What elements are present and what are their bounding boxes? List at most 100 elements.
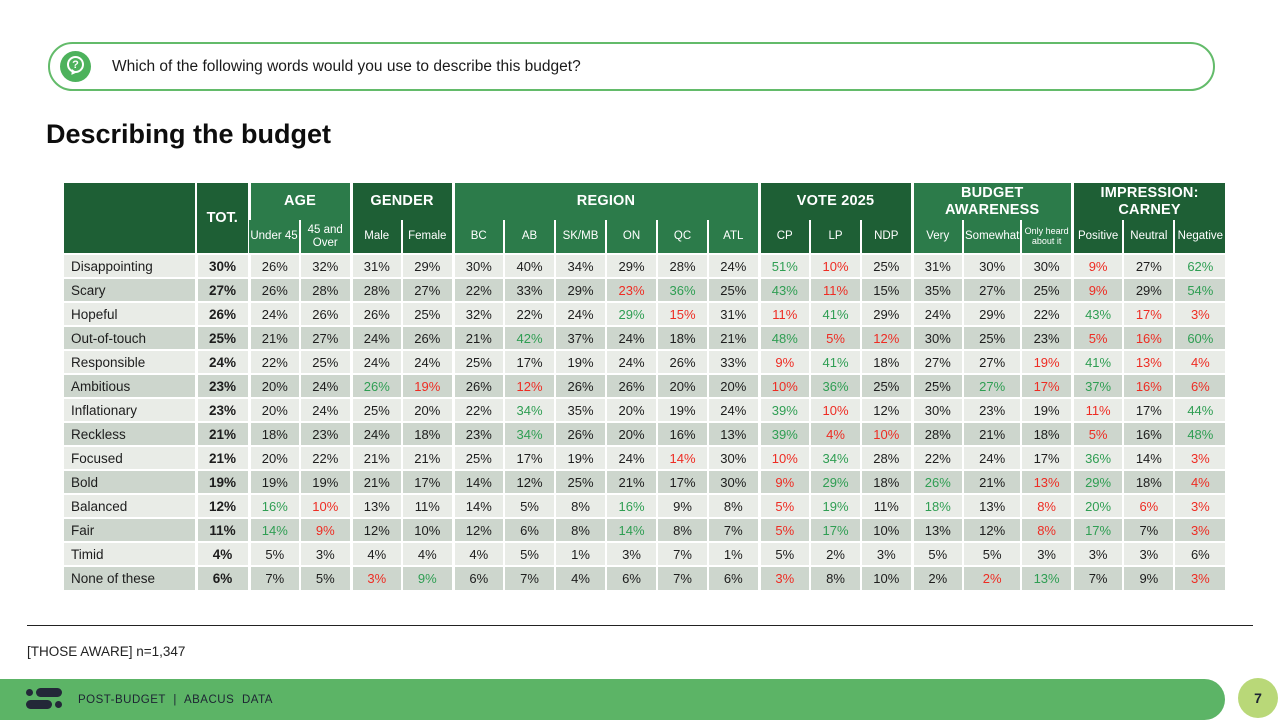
value-cell: 39% — [757, 397, 810, 422]
value-cell: 29% — [554, 277, 606, 302]
question-box: ? Which of the following words would you… — [48, 42, 1215, 91]
value-cell: 10% — [809, 397, 861, 422]
value-cell: 25% — [299, 349, 351, 374]
col-header-total: TOT. — [195, 183, 249, 254]
value-cell: 12% — [451, 517, 504, 542]
table-row: Out-of-touch 25% 21% 27% 24% 26% 21% 42% 37% 24% 1… — [64, 325, 1226, 350]
value-cell: 25% — [860, 373, 912, 398]
column-header: ATL — [707, 220, 759, 254]
value-cell: 25% — [349, 397, 402, 422]
column-header: Negative — [1173, 220, 1226, 254]
value-cell: 5% — [1070, 421, 1124, 446]
value-cell: 14% — [451, 493, 504, 518]
value-cell: 30% — [707, 445, 759, 470]
value-cell: 6% — [451, 565, 504, 590]
row-label: Hopeful — [64, 301, 198, 326]
value-cell: 12% — [349, 517, 402, 542]
total-value-cell: 6% — [195, 565, 249, 590]
value-cell: 3% — [1173, 445, 1226, 470]
table-row: Bold 19% 19% 19% 21% 17% 14% 12% 25% 21% 17% 30% 9% 2… — [64, 469, 1226, 494]
value-cell: 24% — [299, 373, 351, 398]
value-cell: 7% — [247, 565, 300, 590]
value-cell: 9% — [757, 349, 810, 374]
value-cell: 6% — [1173, 373, 1226, 398]
value-cell: 21% — [349, 445, 402, 470]
total-value-cell: 12% — [195, 493, 249, 518]
value-cell: 41% — [809, 301, 861, 326]
value-cell: 10% — [757, 373, 810, 398]
value-cell: 20% — [605, 421, 657, 446]
value-cell: 14% — [605, 517, 657, 542]
row-label: Balanced — [64, 493, 198, 518]
value-cell: 18% — [910, 493, 963, 518]
column-header: Only heard about it — [1020, 220, 1073, 254]
value-cell: 11% — [1070, 397, 1124, 422]
value-cell: 51% — [757, 253, 810, 278]
value-cell: 21% — [451, 325, 504, 350]
value-cell: 20% — [656, 373, 708, 398]
column-group-header: REGION — [451, 183, 759, 220]
value-cell: 34% — [809, 445, 861, 470]
column-group-header: GENDER — [349, 183, 453, 220]
column-group-header: BUDGET AWARENESS — [910, 183, 1073, 220]
column-header: Somewhat — [961, 220, 1022, 254]
value-cell: 25% — [1020, 277, 1073, 302]
table-row: Hopeful 26% 24% 26% 26% 25% 32% 22% 24% 29% 15% 31%… — [64, 301, 1226, 326]
value-cell: 17% — [656, 469, 708, 494]
row-label: Scary — [64, 277, 198, 302]
footer-brand-text: POST-BUDGET | ABACUS DATA — [78, 693, 273, 706]
value-cell: 27% — [961, 349, 1022, 374]
column-group-header: VOTE 2025 — [757, 183, 912, 220]
value-cell: 3% — [1173, 565, 1226, 590]
value-cell: 25% — [554, 469, 606, 494]
table-row: Fair 11% 14% 9% 12% 10% 12% 6% 8% 14% 8% 7% 5% 17% 10%… — [64, 517, 1226, 542]
value-cell: 10% — [299, 493, 351, 518]
abacus-logo-icon — [26, 688, 66, 711]
table-row: Ambitious 23% 20% 24% 26% 19% 26% 12% 26% 26% 20% 2… — [64, 373, 1226, 398]
value-cell: 25% — [860, 253, 912, 278]
value-cell: 7% — [1070, 565, 1124, 590]
value-cell: 17% — [1020, 373, 1073, 398]
value-cell: 31% — [349, 253, 402, 278]
total-value-cell: 21% — [195, 421, 249, 446]
value-cell: 3% — [349, 565, 402, 590]
value-cell: 40% — [503, 253, 555, 278]
question-text: Which of the following words would you u… — [112, 57, 581, 75]
column-header: Male — [349, 220, 402, 254]
value-cell: 36% — [656, 277, 708, 302]
value-cell: 3% — [1173, 517, 1226, 542]
value-cell: 10% — [401, 517, 453, 542]
value-cell: 13% — [707, 421, 759, 446]
value-cell: 30% — [707, 469, 759, 494]
value-cell: 19% — [401, 373, 453, 398]
value-cell: 29% — [605, 253, 657, 278]
value-cell: 18% — [1122, 469, 1175, 494]
value-cell: 26% — [247, 253, 300, 278]
value-cell: 15% — [656, 301, 708, 326]
total-value-cell: 30% — [195, 253, 249, 278]
question-bubble-icon: ? — [60, 51, 91, 82]
row-label: Disappointing — [64, 253, 198, 278]
value-cell: 28% — [860, 445, 912, 470]
value-cell: 26% — [910, 469, 963, 494]
value-cell: 26% — [605, 373, 657, 398]
value-cell: 29% — [1070, 469, 1124, 494]
value-cell: 16% — [656, 421, 708, 446]
column-header: 45 and Over — [299, 220, 351, 254]
value-cell: 3% — [1173, 301, 1226, 326]
value-cell: 24% — [299, 397, 351, 422]
column-header: AB — [503, 220, 555, 254]
table-row: Inflationary 23% 20% 24% 25% 20% 22% 34% 35% 20% 1… — [64, 397, 1226, 422]
value-cell: 62% — [1173, 253, 1226, 278]
sample-footnote: [THOSE AWARE] n=1,347 — [27, 644, 186, 659]
value-cell: 2% — [910, 565, 963, 590]
value-cell: 16% — [1122, 373, 1175, 398]
value-cell: 21% — [605, 469, 657, 494]
value-cell: 25% — [401, 301, 453, 326]
value-cell: 23% — [1020, 325, 1073, 350]
value-cell: 41% — [1070, 349, 1124, 374]
value-cell: 2% — [809, 541, 861, 566]
value-cell: 5% — [757, 541, 810, 566]
value-cell: 19% — [1020, 349, 1073, 374]
value-cell: 25% — [707, 277, 759, 302]
